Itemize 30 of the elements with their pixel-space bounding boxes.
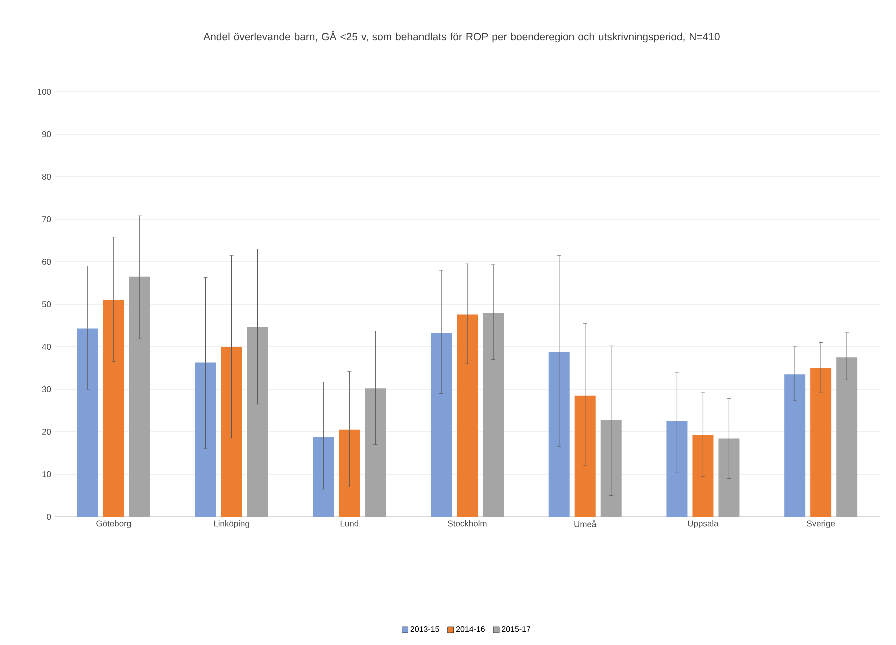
bar [77,328,98,517]
y-tick-label: 40 [42,344,52,350]
chart-title: Andel överlevande barn, GÅ <25 v, som behandlats för ROP per boenderegion och utskrivningsperiod, N=410 [204,31,720,43]
x-tick-label: Uppsala [688,520,719,528]
x-tick-label: Stockholm [448,520,487,527]
bar [103,300,124,517]
y-tick-label: 100 [38,89,52,95]
bar [129,276,150,517]
x-tick-label: Göteborg [96,520,132,528]
bar [784,374,806,517]
y-tick-label: 20 [42,429,52,435]
bar [457,314,478,517]
bar [365,388,386,517]
bar [483,312,504,517]
bar [247,327,268,517]
y-tick-label: 80 [42,174,52,180]
x-tick-label: Umeå [574,520,597,528]
y-tick-label: 50 [42,302,52,308]
x-tick-label: Linköping [214,520,250,528]
bar [431,332,452,517]
y-tick-label: 60 [42,259,52,265]
y-tick-label: 0 [47,514,52,520]
y-tick-label: 70 [42,216,52,222]
x-tick-label: Sverige [807,520,836,528]
x-tick-label: Lund [340,520,359,527]
bar [810,368,832,517]
y-tick-label: 30 [42,386,52,392]
y-tick-label: 90 [42,132,52,138]
bar [836,358,858,517]
y-tick-label: 10 [42,472,52,478]
